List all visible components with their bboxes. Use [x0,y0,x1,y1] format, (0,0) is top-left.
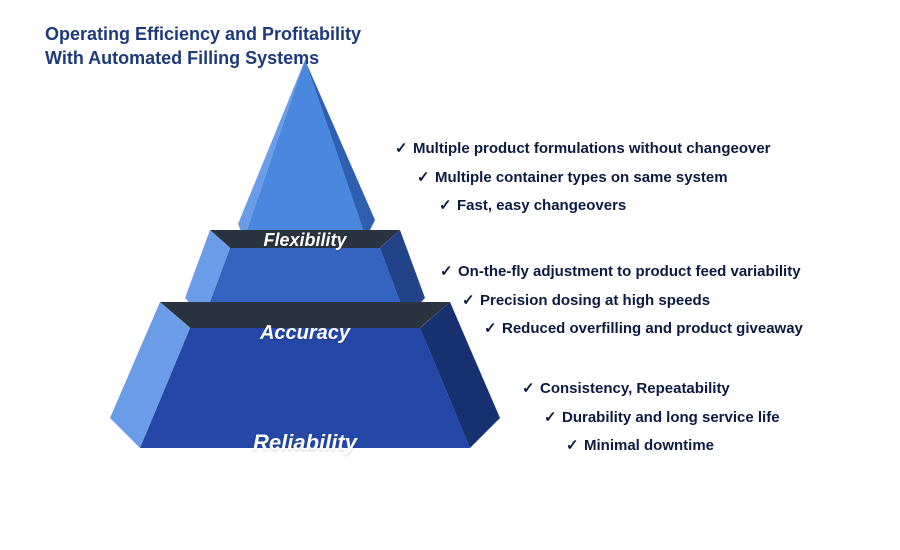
check-icon: ✓ [439,192,457,221]
bullet-text: On-the-fly adjustment to product feed va… [458,263,801,280]
bullet-item: ✓Consistency, Repeatability [522,375,780,404]
bullet-item: ✓Fast, easy changeovers [395,192,771,221]
bullet-text: Precision dosing at high speeds [480,292,710,309]
check-icon: ✓ [440,258,458,287]
bullets-reliability: ✓Consistency, Repeatability✓Durability a… [522,375,780,461]
check-icon: ✓ [566,432,584,461]
check-icon: ✓ [484,315,502,344]
bullet-item: ✓On-the-fly adjustment to product feed v… [440,258,803,287]
bullets-accuracy: ✓On-the-fly adjustment to product feed v… [440,258,803,344]
check-icon: ✓ [522,375,540,404]
bullet-text: Multiple container types on same system [435,169,728,186]
layer-label-flexibility: Flexibility [263,230,346,251]
pyramid-face-top [244,60,366,238]
bullets-flexibility: ✓Multiple product formulations without c… [395,135,771,221]
title-line-1: Operating Efficiency and Profitability [45,22,361,46]
check-icon: ✓ [544,404,562,433]
bullet-item: ✓Precision dosing at high speeds [440,287,803,316]
bullet-text: Consistency, Repeatability [540,380,730,397]
bullet-item: ✓Reduced overfilling and product giveawa… [440,315,803,344]
bullet-item: ✓Multiple product formulations without c… [395,135,771,164]
bullet-text: Multiple product formulations without ch… [413,140,771,157]
bullet-text: Reduced overfilling and product giveaway [502,320,803,337]
bullet-text: Minimal downtime [584,437,714,454]
bullet-text: Fast, easy changeovers [457,197,626,214]
bullet-item: ✓Multiple container types on same system [395,164,771,193]
layer-label-reliability: Reliability [253,430,357,456]
check-icon: ✓ [462,287,480,316]
layer-label-accuracy: Accuracy [260,322,350,345]
bullet-text: Durability and long service life [562,409,780,426]
check-icon: ✓ [417,164,435,193]
bullet-item: ✓Minimal downtime [522,432,780,461]
bullet-item: ✓Durability and long service life [522,404,780,433]
check-icon: ✓ [395,135,413,164]
